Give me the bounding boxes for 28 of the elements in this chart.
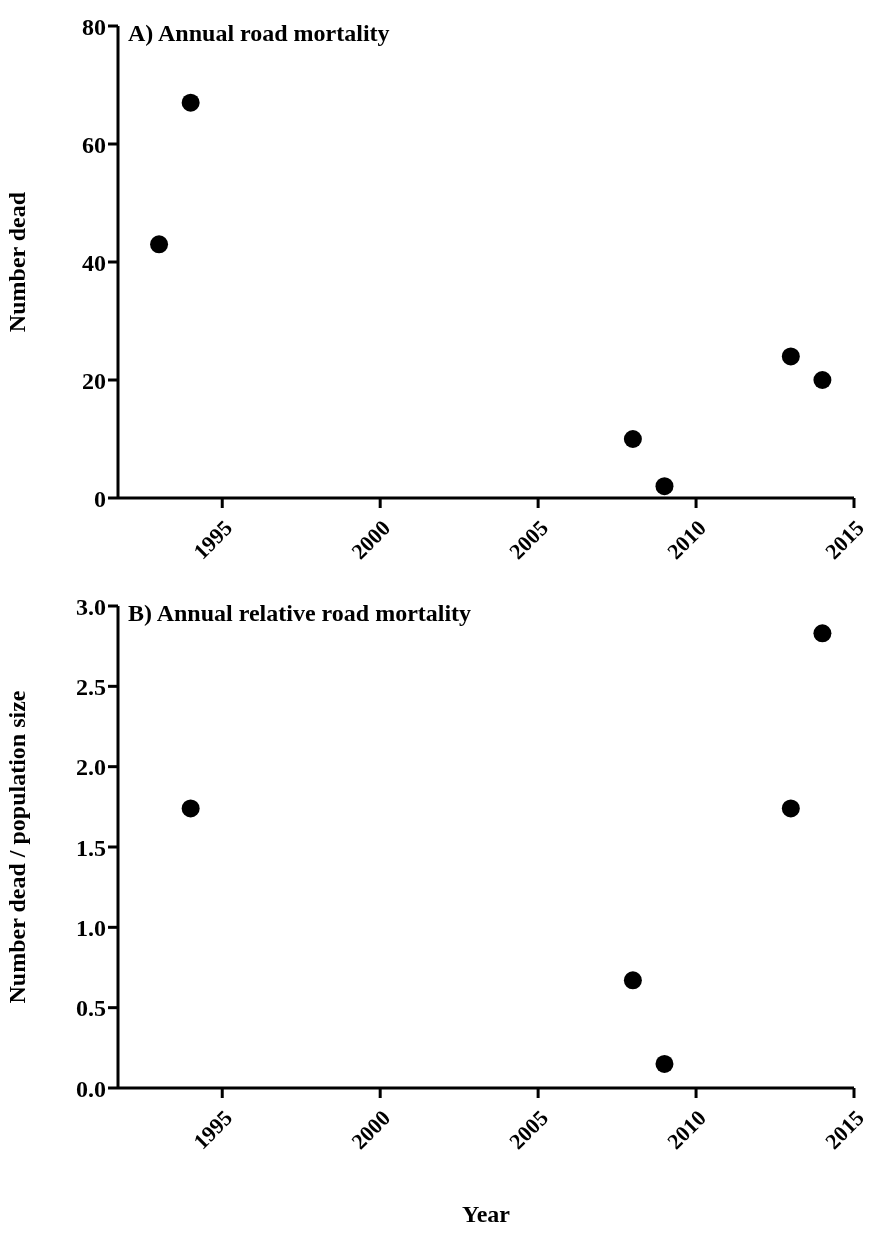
y-axis-title: Number dead / population size: [3, 690, 30, 1004]
chart-title: B) Annual relative road mortality: [128, 600, 472, 627]
point: [150, 235, 169, 254]
point: [781, 799, 800, 818]
point: [655, 1054, 674, 1073]
chart-title: A) Annual road mortality: [128, 20, 390, 47]
y-tick-label: 0: [94, 485, 106, 512]
y-tick-label: 40: [82, 249, 106, 276]
y-tick-label: 60: [82, 131, 106, 158]
y-tick-label: 1.5: [76, 834, 106, 861]
y-tick-label: 80: [82, 13, 106, 40]
y-tick-label: 0.5: [76, 995, 106, 1022]
y-axis-title: Number dead: [3, 191, 30, 333]
point: [623, 971, 642, 990]
point: [813, 624, 832, 643]
y-tick-label: 0.0: [76, 1075, 106, 1102]
point: [181, 799, 200, 818]
y-tick-label: 2.0: [76, 754, 106, 781]
x-axis-title: Year: [462, 1201, 511, 1227]
point: [813, 371, 832, 389]
point: [781, 347, 800, 366]
y-tick-label: 3.0: [76, 593, 106, 620]
point: [181, 93, 200, 112]
point: [655, 477, 674, 496]
y-tick-label: 1.0: [76, 914, 106, 941]
y-tick-label: 20: [82, 367, 106, 394]
point: [623, 430, 642, 448]
y-tick-label: 2.5: [76, 673, 106, 700]
